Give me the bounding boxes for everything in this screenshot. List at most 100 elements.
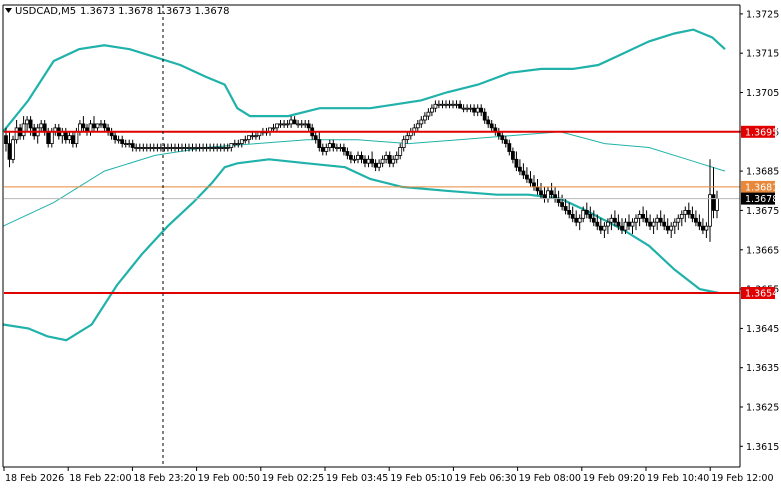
- candle-body-bearish: [595, 221, 600, 227]
- candle: [539, 182, 543, 199]
- candle-body-bearish: [503, 139, 508, 144]
- candle: [243, 135, 248, 144]
- candle: [176, 143, 181, 152]
- candle-body-bullish: [630, 221, 635, 227]
- x-tick-label: 18 Feb 23:20: [133, 473, 195, 484]
- candle: [704, 222, 709, 238]
- candle: [120, 135, 125, 148]
- candle-body-bearish: [317, 139, 322, 148]
- candle-body-bullish: [39, 123, 44, 129]
- y-tick-label: 1.3725: [746, 9, 779, 20]
- candle-body-bullish: [683, 209, 688, 215]
- candle: [683, 206, 688, 223]
- chart-menu-triangle-icon[interactable]: [5, 8, 12, 13]
- candle: [7, 131, 12, 168]
- candle-body-bullish: [289, 119, 294, 125]
- candle-body-bullish: [49, 131, 54, 145]
- levels-layer: [4, 130, 740, 294]
- candle-body-bullish: [391, 158, 396, 164]
- candle: [275, 123, 279, 132]
- candle-body-bearish: [373, 162, 378, 168]
- candle: [503, 135, 508, 148]
- x-tick-label: 19 Feb 06:30: [454, 473, 516, 484]
- candle: [690, 206, 695, 223]
- candle-body-bullish: [151, 147, 156, 149]
- candle: [317, 131, 322, 152]
- candle-body-bearish: [370, 158, 375, 164]
- candle-body-bullish: [303, 123, 308, 126]
- candle-body-bearish: [658, 217, 663, 223]
- candle-body-bullish: [327, 143, 332, 148]
- candle: [137, 143, 142, 152]
- candle: [211, 143, 216, 152]
- candle-body-bullish: [338, 147, 343, 149]
- candle-body-bearish: [641, 213, 645, 219]
- candle-body-bullish: [173, 147, 177, 149]
- candle: [144, 143, 149, 152]
- y-tick-label: 1.3625: [746, 403, 779, 414]
- price-badge-bg: [741, 192, 775, 205]
- candle: [563, 198, 568, 215]
- candle: [116, 135, 121, 144]
- candle-body-bullish: [299, 123, 304, 126]
- candle-body-bullish: [433, 103, 438, 109]
- candle-body-bearish: [686, 209, 691, 215]
- candle-body-bearish: [553, 194, 557, 199]
- candle: [134, 143, 139, 152]
- candle-body-bearish: [662, 221, 667, 227]
- candle: [447, 100, 452, 109]
- candle: [708, 159, 712, 242]
- candle-body-bullish: [334, 147, 339, 149]
- candle: [623, 218, 628, 234]
- candle: [352, 155, 357, 164]
- candle-body-bullish: [194, 147, 199, 149]
- candle-body-bearish: [697, 221, 702, 227]
- y-tick-label: 1.3705: [746, 88, 779, 99]
- candle: [334, 143, 339, 152]
- candle-body-bearish: [458, 103, 463, 109]
- candle: [581, 206, 586, 223]
- candle-body-bullish: [451, 103, 455, 106]
- candle: [222, 143, 227, 152]
- candle-body-bullish: [676, 217, 681, 223]
- candle-body-bearish: [359, 154, 364, 160]
- candle: [669, 222, 674, 238]
- candle: [218, 143, 223, 152]
- bollinger-middle-band: [2, 131, 726, 227]
- price-badge-label: 1.3654: [745, 289, 778, 300]
- candle-body-bullish: [715, 198, 719, 211]
- price-badge-bg: [741, 180, 775, 193]
- candle-body-bearish: [570, 213, 575, 219]
- candle-body-bearish: [63, 131, 68, 141]
- candle-body-bullish: [475, 107, 480, 113]
- candle-body-bullish: [447, 103, 452, 106]
- candle: [285, 120, 290, 128]
- candle: [662, 214, 667, 231]
- time-axis[interactable]: 18 Feb 2026 18 Feb 22:00 18 Feb 23:20 19 Fe…: [3, 467, 774, 484]
- candle-body-bullish: [211, 147, 216, 149]
- candle: [613, 210, 617, 227]
- candle: [165, 143, 170, 152]
- candle-body-bearish: [560, 202, 564, 207]
- candle: [296, 120, 301, 128]
- candle: [588, 206, 593, 223]
- plot-area[interactable]: [2, 28, 740, 342]
- candle: [672, 218, 677, 234]
- candle-body-bullish: [275, 123, 279, 129]
- candle: [514, 151, 519, 172]
- candle-body-bullish: [158, 147, 163, 149]
- candle-body-bullish: [243, 139, 248, 142]
- candle: [92, 116, 96, 132]
- candle: [507, 139, 512, 156]
- candle-body-bearish: [320, 147, 325, 152]
- y-tick-label: 1.3715: [746, 49, 779, 60]
- candle: [489, 120, 494, 132]
- candle-body-bullish: [352, 158, 357, 161]
- candle-body-bullish: [577, 217, 582, 223]
- x-tick-label: 19 Feb 12:00: [711, 473, 773, 484]
- candle: [549, 182, 554, 199]
- candle-body-bullish: [232, 143, 237, 146]
- candle-body-bullish: [609, 217, 614, 223]
